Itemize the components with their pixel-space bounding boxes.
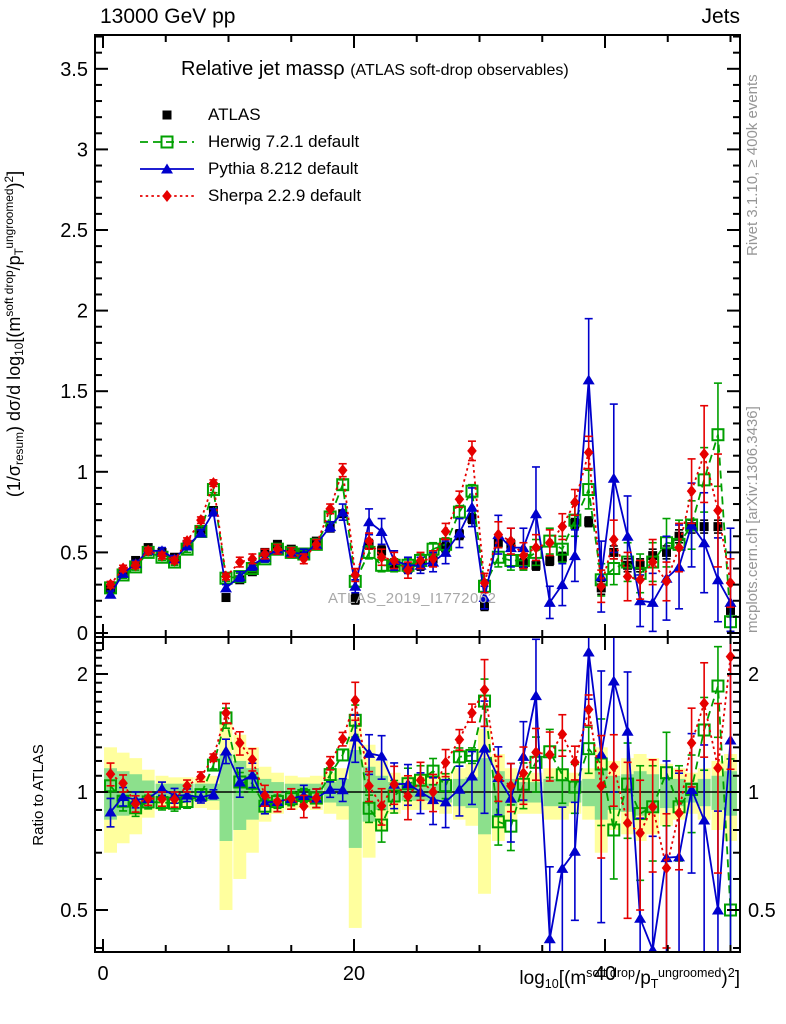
- legend-label: Sherpa 2.2.9 default: [208, 185, 362, 205]
- y-axis-label-ratio: Ratio to ATLAS: [30, 744, 47, 846]
- legend-item-pythia: Pythia 8.212 default: [138, 155, 361, 182]
- xtick-label: 20: [343, 963, 365, 985]
- tick-labels: 00.511.522.533.50.5 0.51 12 20 20 40: [60, 59, 776, 985]
- x-axis-label: log10[(msoft drop/pTungroomed)2]: [519, 966, 740, 991]
- process-label: Jets: [701, 5, 740, 28]
- y-axis-label-main: (1/σresum) dσ/d log10[(msoft drop/pTungr…: [2, 170, 27, 498]
- legend: ATLAS Herwig 7.2.1 default Pythia 8.212 de…: [138, 101, 361, 209]
- square-open-legend-icon: [140, 135, 194, 148]
- plot-title-sub: (ATLAS soft-drop observables): [350, 62, 569, 79]
- rivet-version-note: Rivet 3.1.10, ≥ 400k events: [744, 74, 761, 256]
- ratio-panel-series: [104, 637, 737, 952]
- ytick-label-main: 1.5: [60, 381, 88, 403]
- ytick-label-main: 0.5: [60, 542, 88, 564]
- ratio-uncertainty-bands: [104, 717, 737, 928]
- legend-item-atlas: ATLAS: [138, 101, 361, 128]
- plot-title-main: Relative jet massρ: [181, 58, 345, 80]
- series-pythia-main: [104, 317, 737, 633]
- beam-energy-label: 13000 GeV pp: [100, 5, 236, 28]
- band-stat-segment: [348, 749, 362, 848]
- ytick-label-ratio-right: 0.5: [748, 900, 776, 922]
- ytick-label-main: 3: [77, 139, 88, 161]
- legend-item-herwig: Herwig 7.2.1 default: [138, 128, 361, 155]
- legend-label: Herwig 7.2.1 default: [208, 131, 360, 151]
- ytick-label-ratio: 1: [77, 782, 88, 804]
- ytick-label-ratio-right: 2: [748, 664, 759, 686]
- triangle-filled-legend-icon: [140, 163, 194, 173]
- ytick-label-main: 1: [77, 462, 88, 484]
- plot-title: Relative jet massρ (ATLAS soft-drop obse…: [181, 58, 569, 81]
- ytick-label-main: 3.5: [60, 59, 88, 81]
- legend-label: ATLAS: [208, 104, 261, 124]
- series-sherpa-main: [105, 404, 736, 609]
- xtick-label: 0: [97, 963, 108, 985]
- ytick-label-ratio: 0.5: [60, 900, 88, 922]
- ytick-label-ratio-right: 1: [748, 782, 759, 804]
- xtick-label: 40: [594, 963, 616, 985]
- main-panel-series: [104, 317, 737, 633]
- diamond-filled-legend-icon: [140, 189, 194, 202]
- band-stat-segment: [219, 754, 233, 841]
- ytick-label-main: 2: [77, 301, 88, 323]
- watermark: ATLAS_2019_I1772062: [328, 590, 497, 607]
- mcplots-reference-note: mcplots.cern.ch [arXiv:1306.3436]: [744, 406, 761, 633]
- legend-label: Pythia 8.212 default: [208, 158, 359, 178]
- square-filled-legend-icon: [162, 110, 172, 119]
- ytick-label-ratio: 2: [77, 664, 88, 686]
- axis-ticks: [95, 35, 740, 952]
- series-sherpa-ratio: [105, 637, 736, 949]
- legend-item-sherpa: Sherpa 2.2.9 default: [138, 182, 361, 209]
- ytick-label-main: 0: [77, 623, 88, 645]
- ytick-label-main: 2.5: [60, 220, 88, 242]
